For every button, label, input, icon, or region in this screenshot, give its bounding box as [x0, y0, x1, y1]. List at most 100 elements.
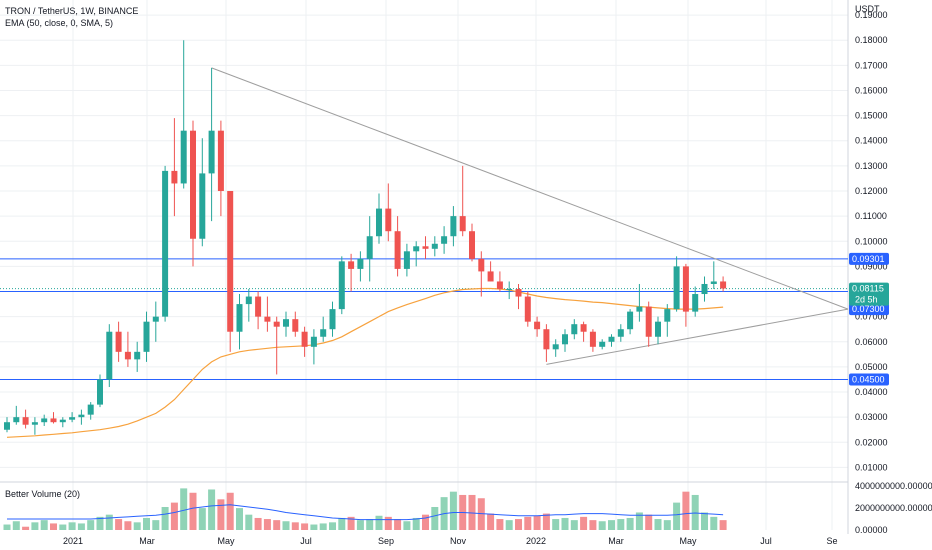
volume-bar — [598, 521, 606, 530]
candle-body — [571, 324, 578, 335]
volume-bar — [180, 488, 188, 530]
candle-up — [162, 165, 169, 322]
volume-bar — [701, 512, 708, 530]
volume-tick-label: 4000000000.00000 — [855, 481, 932, 491]
volume-bar — [542, 513, 550, 530]
volume-bar — [217, 499, 225, 530]
volume-bar — [319, 523, 327, 530]
price-tick-label: 0.09000 — [855, 261, 888, 271]
price-tick-label: 0.16000 — [855, 85, 888, 95]
candle-body — [608, 336, 615, 342]
candle-up — [376, 193, 382, 244]
volume-panel — [3, 488, 727, 530]
level-badge: 0.07300 — [849, 303, 889, 316]
volume-bar — [654, 519, 662, 530]
time-tick-label: May — [217, 536, 235, 546]
candle-up — [608, 334, 615, 347]
candle-up — [692, 286, 699, 317]
level-badge: 0.09301 — [849, 252, 889, 265]
candle-up — [403, 243, 410, 277]
volume-bar — [87, 520, 95, 530]
candle-body — [115, 331, 122, 352]
candle-body — [143, 321, 150, 352]
candle-up — [366, 216, 373, 282]
volume-bar — [31, 522, 39, 530]
price-tick-label: 0.18000 — [855, 35, 888, 45]
candle-down — [255, 291, 262, 330]
candle-up — [599, 339, 606, 350]
volume-bar — [682, 491, 690, 530]
candle-up — [664, 304, 671, 337]
candle-body — [217, 130, 224, 191]
candle-body — [534, 321, 541, 330]
volume-bar — [105, 514, 113, 530]
volume-bar — [189, 492, 197, 530]
volume-bar — [580, 516, 588, 530]
candle-body — [180, 130, 187, 184]
candle-down — [227, 190, 234, 352]
volume-bar — [533, 515, 541, 530]
candle-body — [264, 316, 271, 322]
candle-up — [655, 316, 661, 345]
candle-up — [199, 138, 206, 247]
candle-body — [348, 261, 355, 269]
candle-body — [720, 281, 727, 289]
candle-up — [617, 324, 624, 342]
volume-average-line — [7, 504, 724, 521]
volume-bar — [617, 519, 625, 530]
volume-bar — [524, 516, 532, 530]
symbol-title: TRON / TetherUS, 1W, BINANCE — [5, 6, 139, 16]
candle-body — [357, 258, 364, 269]
candle-down — [496, 271, 503, 292]
candles — [4, 40, 727, 435]
volume-bar — [133, 522, 141, 530]
candle-down — [273, 316, 280, 375]
candle-up — [41, 414, 48, 426]
candle-body — [292, 319, 299, 332]
candle-down — [543, 324, 550, 362]
candle-body — [59, 419, 66, 423]
time-tick-label: Jul — [300, 536, 312, 546]
price-tick-label: 0.10000 — [855, 236, 888, 246]
time-tick-label: 2021 — [63, 536, 83, 546]
candle-down — [348, 253, 355, 292]
candle-up — [31, 417, 38, 435]
ema-line — [6, 287, 724, 438]
volume-tick-label: 2000000000.00000 — [855, 503, 932, 513]
volume-bar — [710, 516, 718, 530]
volume-bar — [143, 517, 150, 530]
candle-up — [208, 67, 215, 222]
volume-bar — [347, 516, 355, 530]
candle-down — [720, 276, 727, 292]
candle-body — [562, 334, 568, 345]
candle-up — [152, 301, 159, 342]
volume-bar — [412, 517, 420, 530]
volume-bar — [273, 520, 281, 530]
candle-down — [469, 223, 475, 262]
price-tick-label: 0.07000 — [855, 312, 888, 322]
ema-layer — [6, 287, 724, 438]
volume-bar — [22, 526, 30, 530]
volume-bar — [329, 522, 336, 530]
candle-body — [701, 283, 708, 295]
candle-up — [310, 329, 317, 365]
volume-bar — [161, 507, 169, 530]
candle-body — [459, 216, 466, 232]
candle-down — [394, 216, 401, 277]
candle-body — [682, 266, 689, 312]
candle-body — [376, 208, 382, 237]
candle-body — [41, 418, 48, 423]
volume-bar — [12, 521, 20, 530]
volume-bar — [356, 520, 364, 530]
candle-up — [506, 281, 513, 300]
candle-body — [552, 344, 559, 350]
volume-bar — [496, 519, 504, 530]
volume-bar — [310, 524, 318, 530]
trendline — [546, 308, 849, 365]
candle-down — [524, 291, 531, 327]
volume-bar — [477, 498, 485, 530]
price-tick-label: 0.04000 — [855, 387, 888, 397]
